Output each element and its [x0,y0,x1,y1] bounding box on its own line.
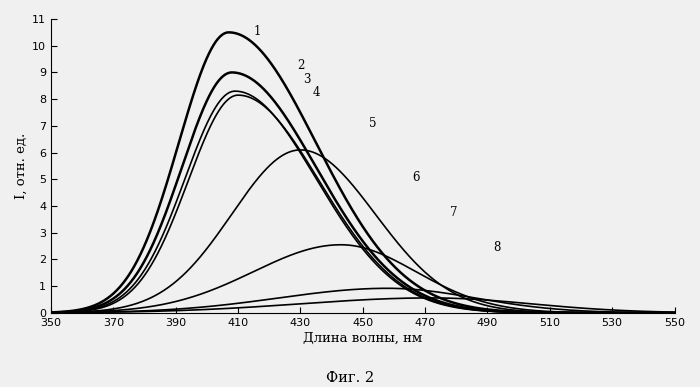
Text: 4: 4 [313,86,321,99]
Text: 5: 5 [369,117,377,130]
Text: 2: 2 [298,59,304,72]
Text: 3: 3 [304,73,311,86]
Text: 6: 6 [412,171,420,185]
Text: 8: 8 [494,241,501,254]
X-axis label: Длина волны, нм: Длина волны, нм [303,332,422,345]
Text: 7: 7 [450,206,458,219]
Text: 1: 1 [253,24,261,38]
Text: Фиг. 2: Фиг. 2 [326,371,374,385]
Y-axis label: I, отн. ед.: I, отн. ед. [15,133,28,199]
